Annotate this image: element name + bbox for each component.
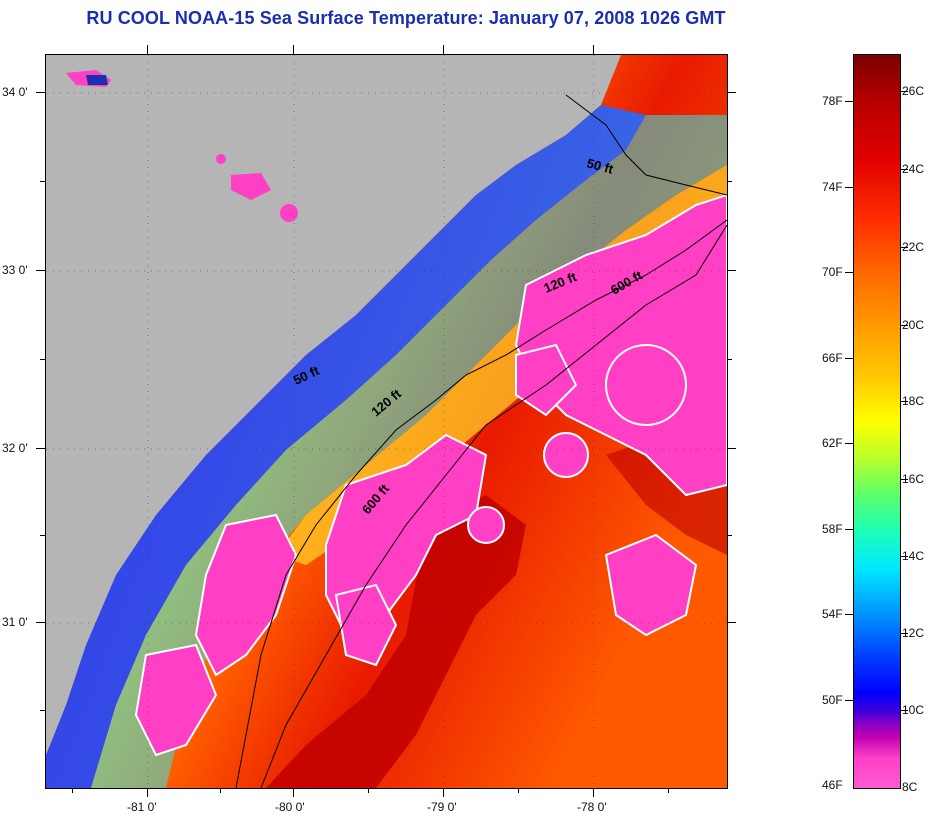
bathymetry-contours <box>235 94 727 788</box>
colorbar-f-50: 50F <box>822 693 843 707</box>
coastal-cool-band <box>46 105 646 788</box>
colorbar-f-46: 46F <box>822 778 843 792</box>
colorbar-f-54: 54F <box>822 607 843 621</box>
lat-label-34: 34 0' <box>2 85 28 99</box>
colorbar-f-70: 70F <box>822 265 843 279</box>
lon-label-78: -78 0' <box>577 800 607 814</box>
lon-label-80: -80 0' <box>275 800 305 814</box>
lat-label-32: 32 0' <box>2 441 28 455</box>
colorbar-f-74: 74F <box>822 180 843 194</box>
colorbar-c-14: 14C <box>902 549 925 563</box>
contour-label-50ft-north: 50 ft <box>585 155 615 177</box>
colorbar-c-22: 22C <box>902 240 925 254</box>
colorbar-c-26: 26C <box>902 84 925 98</box>
colorbar-c-16: 16C <box>902 472 925 486</box>
colorbar-f-62: 62F <box>822 436 843 450</box>
sst-map: 50 ft 120 ft 600 ft 50 ft 120 ft 600 ft <box>45 54 728 789</box>
map-title: RU COOL NOAA-15 Sea Surface Temperature:… <box>86 8 726 28</box>
temperature-colorbar <box>853 54 901 789</box>
cloud-masks <box>134 193 727 757</box>
colorbar-c-18: 18C <box>902 394 925 408</box>
graticule <box>46 55 727 788</box>
colorbar-f-78: 78F <box>822 94 843 108</box>
colorbar-c-12: 12C <box>902 626 925 640</box>
colorbar-c-10: 10C <box>902 703 925 717</box>
lon-label-79: -79 0' <box>427 800 457 814</box>
lat-label-33: 33 0' <box>2 263 28 277</box>
colorbar-f-66: 66F <box>822 351 843 365</box>
sst-image: 50 ft 120 ft 600 ft 50 ft 120 ft 600 ft <box>46 55 727 788</box>
gulf-stream-core <box>266 495 526 788</box>
lon-label-81: -81 0' <box>127 800 157 814</box>
colorbar-c-8: 8C <box>902 780 918 794</box>
colorbar-c-24: 24C <box>902 162 925 176</box>
lat-label-31: 31 0' <box>2 615 28 629</box>
colorbar-c-20: 20C <box>902 318 925 332</box>
colorbar-f-58: 58F <box>822 522 843 536</box>
